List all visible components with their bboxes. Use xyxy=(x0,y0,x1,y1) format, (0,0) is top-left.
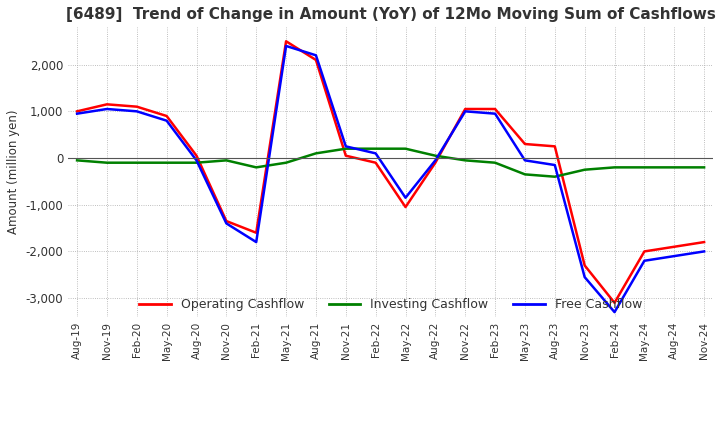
Free Cashflow xyxy=(103,106,112,112)
Free Cashflow xyxy=(341,144,350,149)
Operating Cashflow xyxy=(640,249,649,254)
Investing Cashflow xyxy=(461,158,469,163)
Investing Cashflow xyxy=(431,153,440,158)
Free Cashflow xyxy=(312,53,320,58)
Free Cashflow xyxy=(670,253,678,259)
Operating Cashflow xyxy=(282,39,290,44)
Investing Cashflow xyxy=(640,165,649,170)
Operating Cashflow xyxy=(580,263,589,268)
Investing Cashflow xyxy=(312,151,320,156)
Free Cashflow xyxy=(580,275,589,280)
Free Cashflow xyxy=(222,221,230,226)
Free Cashflow xyxy=(491,111,500,116)
Operating Cashflow xyxy=(461,106,469,112)
Investing Cashflow xyxy=(222,158,230,163)
Title: [6489]  Trend of Change in Amount (YoY) of 12Mo Moving Sum of Cashflows: [6489] Trend of Change in Amount (YoY) o… xyxy=(66,7,716,22)
Operating Cashflow xyxy=(431,160,440,165)
Operating Cashflow xyxy=(222,218,230,224)
Free Cashflow xyxy=(611,309,619,315)
Investing Cashflow xyxy=(192,160,201,165)
Free Cashflow xyxy=(700,249,708,254)
Operating Cashflow xyxy=(341,153,350,158)
Free Cashflow xyxy=(252,239,261,245)
Free Cashflow xyxy=(551,162,559,168)
Investing Cashflow xyxy=(551,174,559,180)
Free Cashflow xyxy=(73,111,81,116)
Operating Cashflow xyxy=(551,144,559,149)
Legend: Operating Cashflow, Investing Cashflow, Free Cashflow: Operating Cashflow, Investing Cashflow, … xyxy=(134,293,647,316)
Free Cashflow xyxy=(282,43,290,48)
Operating Cashflow xyxy=(103,102,112,107)
Investing Cashflow xyxy=(252,165,261,170)
Line: Free Cashflow: Free Cashflow xyxy=(77,46,704,312)
Investing Cashflow xyxy=(401,146,410,151)
Operating Cashflow xyxy=(372,160,380,165)
Operating Cashflow xyxy=(192,153,201,158)
Free Cashflow xyxy=(640,258,649,264)
Operating Cashflow xyxy=(670,244,678,249)
Investing Cashflow xyxy=(103,160,112,165)
Operating Cashflow xyxy=(73,109,81,114)
Free Cashflow xyxy=(401,195,410,200)
Investing Cashflow xyxy=(372,146,380,151)
Investing Cashflow xyxy=(282,160,290,165)
Operating Cashflow xyxy=(132,104,141,109)
Free Cashflow xyxy=(461,109,469,114)
Operating Cashflow xyxy=(162,114,171,119)
Operating Cashflow xyxy=(611,300,619,305)
Investing Cashflow xyxy=(521,172,529,177)
Y-axis label: Amount (million yen): Amount (million yen) xyxy=(7,110,20,234)
Investing Cashflow xyxy=(700,165,708,170)
Line: Investing Cashflow: Investing Cashflow xyxy=(77,149,704,177)
Free Cashflow xyxy=(521,158,529,163)
Line: Operating Cashflow: Operating Cashflow xyxy=(77,41,704,303)
Investing Cashflow xyxy=(341,146,350,151)
Operating Cashflow xyxy=(401,205,410,210)
Investing Cashflow xyxy=(580,167,589,172)
Investing Cashflow xyxy=(611,165,619,170)
Operating Cashflow xyxy=(521,141,529,147)
Operating Cashflow xyxy=(700,239,708,245)
Free Cashflow xyxy=(192,158,201,163)
Operating Cashflow xyxy=(252,230,261,235)
Free Cashflow xyxy=(372,151,380,156)
Free Cashflow xyxy=(431,158,440,163)
Investing Cashflow xyxy=(132,160,141,165)
Operating Cashflow xyxy=(312,57,320,62)
Investing Cashflow xyxy=(670,165,678,170)
Investing Cashflow xyxy=(491,160,500,165)
Investing Cashflow xyxy=(73,158,81,163)
Free Cashflow xyxy=(162,118,171,123)
Investing Cashflow xyxy=(162,160,171,165)
Free Cashflow xyxy=(132,109,141,114)
Operating Cashflow xyxy=(491,106,500,112)
